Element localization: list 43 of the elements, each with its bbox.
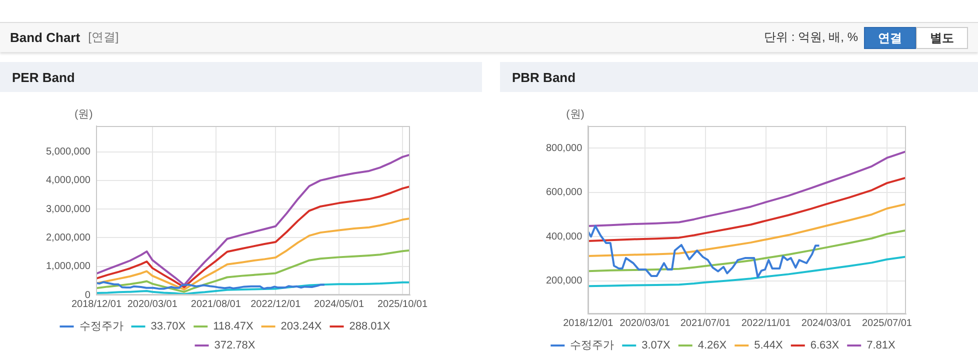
legend-label: 5.44X	[754, 340, 784, 352]
legend-label: 수정주가	[79, 320, 124, 333]
text: Band Chart	[10, 30, 80, 45]
x-tick-label: 2020/03/01	[620, 318, 670, 329]
legend-label: 4.26X	[698, 340, 728, 352]
x-tick-label: 2018/12/01	[563, 318, 614, 329]
legend-label: 203.24X	[280, 320, 322, 333]
x-tick-label: 2021/08/01	[190, 298, 242, 310]
legend-label: 수정주가	[570, 340, 614, 352]
x-tick-label: 2022/11/01	[741, 318, 792, 329]
y-tick-label: 5,000,000	[46, 146, 91, 158]
x-tick-label: 2021/07/01	[680, 318, 731, 329]
text: 연결	[864, 26, 916, 48]
y-tick-label: 0	[84, 290, 91, 301]
x-tick-label: 2025/07/01	[862, 318, 912, 329]
y-tick-label: 1,000,000	[46, 261, 91, 272]
text: 단위 : 억원, 배, %	[764, 29, 858, 46]
legend-label: 372.78X	[214, 340, 256, 352]
y-axis-title: (원)	[74, 108, 93, 121]
y-tick-label: 600,000	[546, 187, 583, 198]
x-tick-label: 2022/12/01	[250, 298, 302, 310]
text: 별도	[916, 26, 968, 48]
legend-label: 7.81X	[866, 340, 896, 352]
y-tick-label: 4,000,000	[46, 175, 91, 186]
y-tick-label: 800,000	[546, 142, 583, 154]
x-tick-label: 2025/10/01	[377, 298, 428, 310]
x-tick-label: 2020/03/01	[127, 298, 178, 310]
chart-title: PBR Band	[500, 62, 978, 92]
chart-title: PER Band	[0, 62, 482, 92]
y-tick-label: 400,000	[546, 231, 583, 242]
x-tick-label: 2024/05/01	[314, 298, 364, 310]
legend-label: 288.01X	[349, 320, 391, 333]
y-tick-label: 2,000,000	[46, 232, 91, 244]
x-tick-label: 2018/12/01	[71, 298, 122, 310]
x-tick-label: 2024/03/01	[801, 318, 852, 329]
y-tick-label: 3,000,000	[46, 204, 91, 215]
legend-label: 3.07X	[642, 340, 672, 352]
y-axis-title: (원)	[566, 108, 584, 121]
text: [연결]	[88, 29, 119, 46]
legend-label: 118.47X	[213, 320, 254, 333]
legend-label: 6.63X	[810, 340, 840, 352]
y-tick-label: 200,000	[546, 276, 583, 287]
legend-label: 33.70X	[150, 320, 186, 333]
